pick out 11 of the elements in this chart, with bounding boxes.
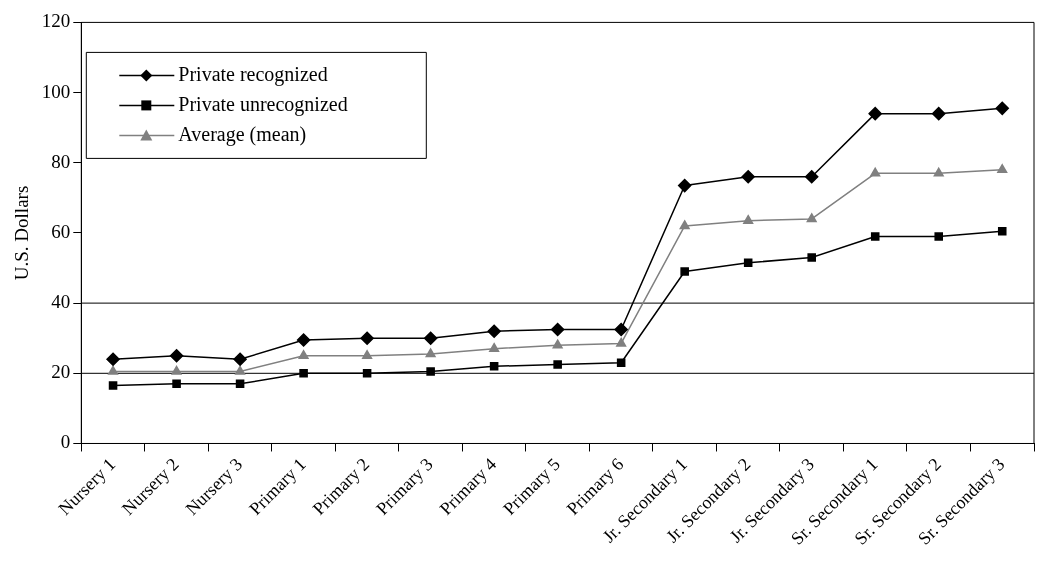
legend-label: Private unrecognized: [178, 92, 348, 116]
y-tick-label: 40: [51, 291, 71, 313]
legend-label: Private recognized: [178, 62, 328, 86]
y-tick-label: 60: [51, 220, 71, 242]
y-tick-label: 80: [51, 150, 71, 172]
legend-label: Average (mean): [178, 122, 307, 146]
y-tick-label: 100: [41, 80, 71, 102]
y-tick-label: 0: [60, 431, 71, 453]
y-axis-title: U.S. Dollars: [11, 185, 33, 281]
y-tick-label: 20: [51, 361, 71, 383]
y-tick-label: 120: [41, 10, 71, 32]
